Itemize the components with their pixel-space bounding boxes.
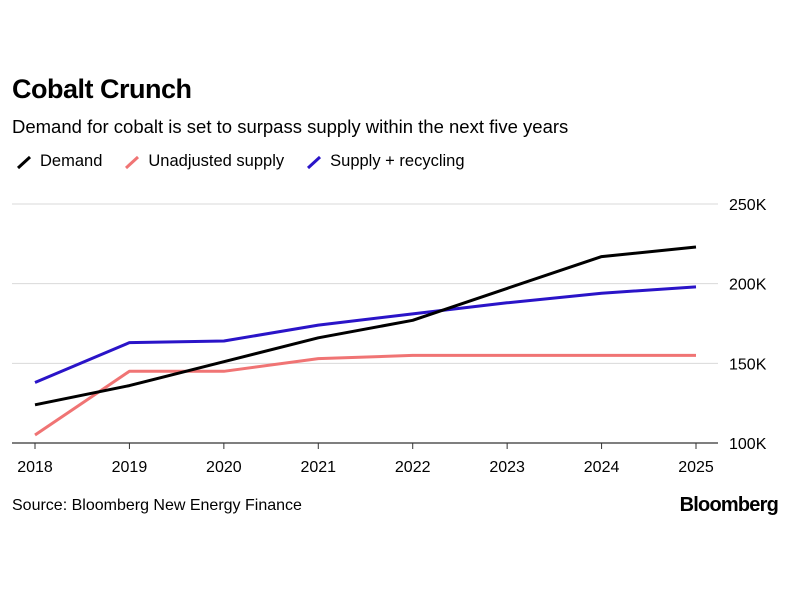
legend-swatch-icon — [306, 154, 322, 170]
x-tick-label: 2020 — [206, 459, 242, 476]
legend-item: Demand — [16, 152, 102, 171]
y-tick-label: 200K — [729, 277, 767, 294]
legend-swatch-icon — [16, 154, 32, 170]
legend-item: Unadjusted supply — [124, 152, 284, 171]
chart-subtitle: Demand for cobalt is set to surpass supp… — [12, 116, 569, 137]
chart-title: Cobalt Crunch — [12, 74, 192, 104]
x-tick-label: 2025 — [678, 459, 714, 476]
series-line-supply-recycling — [34, 285, 697, 384]
y-tick-label: 250K — [729, 197, 767, 214]
x-tick-label: 2018 — [17, 459, 53, 476]
source-note: Source: Bloomberg New Energy Finance — [12, 497, 302, 514]
legend-label: Supply + recycling — [330, 152, 465, 170]
legend-label: Demand — [40, 152, 103, 170]
x-tick-label: 2019 — [112, 459, 148, 476]
y-tick-label: 100K — [729, 436, 767, 453]
series-line-unadjusted-supply — [34, 353, 696, 437]
legend-swatch-icon — [124, 154, 140, 170]
x-tick-label: 2023 — [489, 459, 525, 476]
legend: Demand Unadjusted supply Supply + recyclin… — [16, 152, 487, 171]
legend-item: Supply + recycling — [306, 152, 465, 171]
x-tick-label: 2021 — [300, 459, 336, 476]
series-line-demand — [34, 245, 697, 407]
brand-logo: Bloomberg — [679, 494, 779, 516]
x-tick-label: 2024 — [584, 459, 620, 476]
x-tick-label: 2022 — [395, 459, 431, 476]
y-tick-label: 150K — [729, 356, 767, 373]
legend-label: Unadjusted supply — [148, 152, 285, 170]
